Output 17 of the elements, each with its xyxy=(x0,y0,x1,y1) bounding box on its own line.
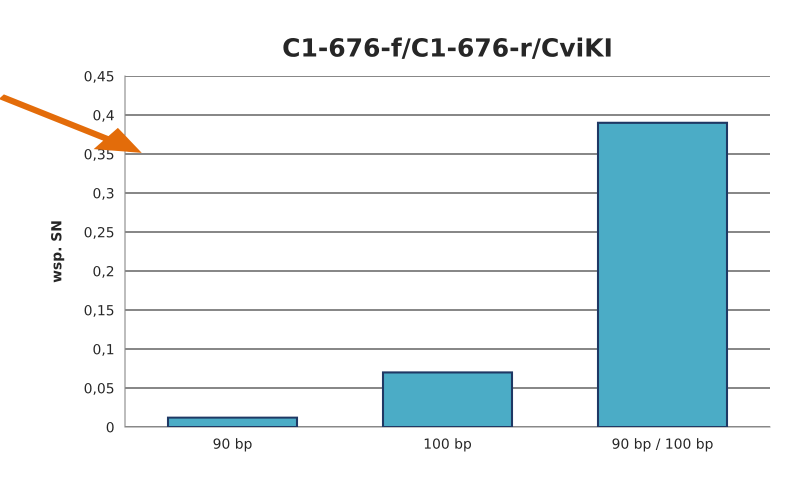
y-tick-label: 0,2 xyxy=(93,266,114,278)
y-tick-label: 0,1 xyxy=(93,344,114,356)
chart-title: C1-676-f/C1-676-r/CviKI xyxy=(283,38,611,59)
bar xyxy=(166,416,298,427)
y-axis-title: wsp. SN xyxy=(51,221,64,282)
y-tick-label: 0,4 xyxy=(93,110,114,122)
y-tick-label: 0,25 xyxy=(84,226,114,239)
x-tick-label: 90 bp xyxy=(214,438,252,452)
y-tick-label: 0 xyxy=(106,422,114,432)
y-tick-label: 0,05 xyxy=(84,382,114,395)
y-tick-label: 0,3 xyxy=(93,188,114,200)
bar xyxy=(382,371,514,427)
y-tick-label: 0,45 xyxy=(84,70,114,83)
x-tick-label: 90 bp / 100 bp xyxy=(612,438,713,452)
x-tick-label: 100 bp xyxy=(424,438,472,452)
bar xyxy=(596,122,728,427)
y-tick-label: 0,15 xyxy=(84,304,114,317)
